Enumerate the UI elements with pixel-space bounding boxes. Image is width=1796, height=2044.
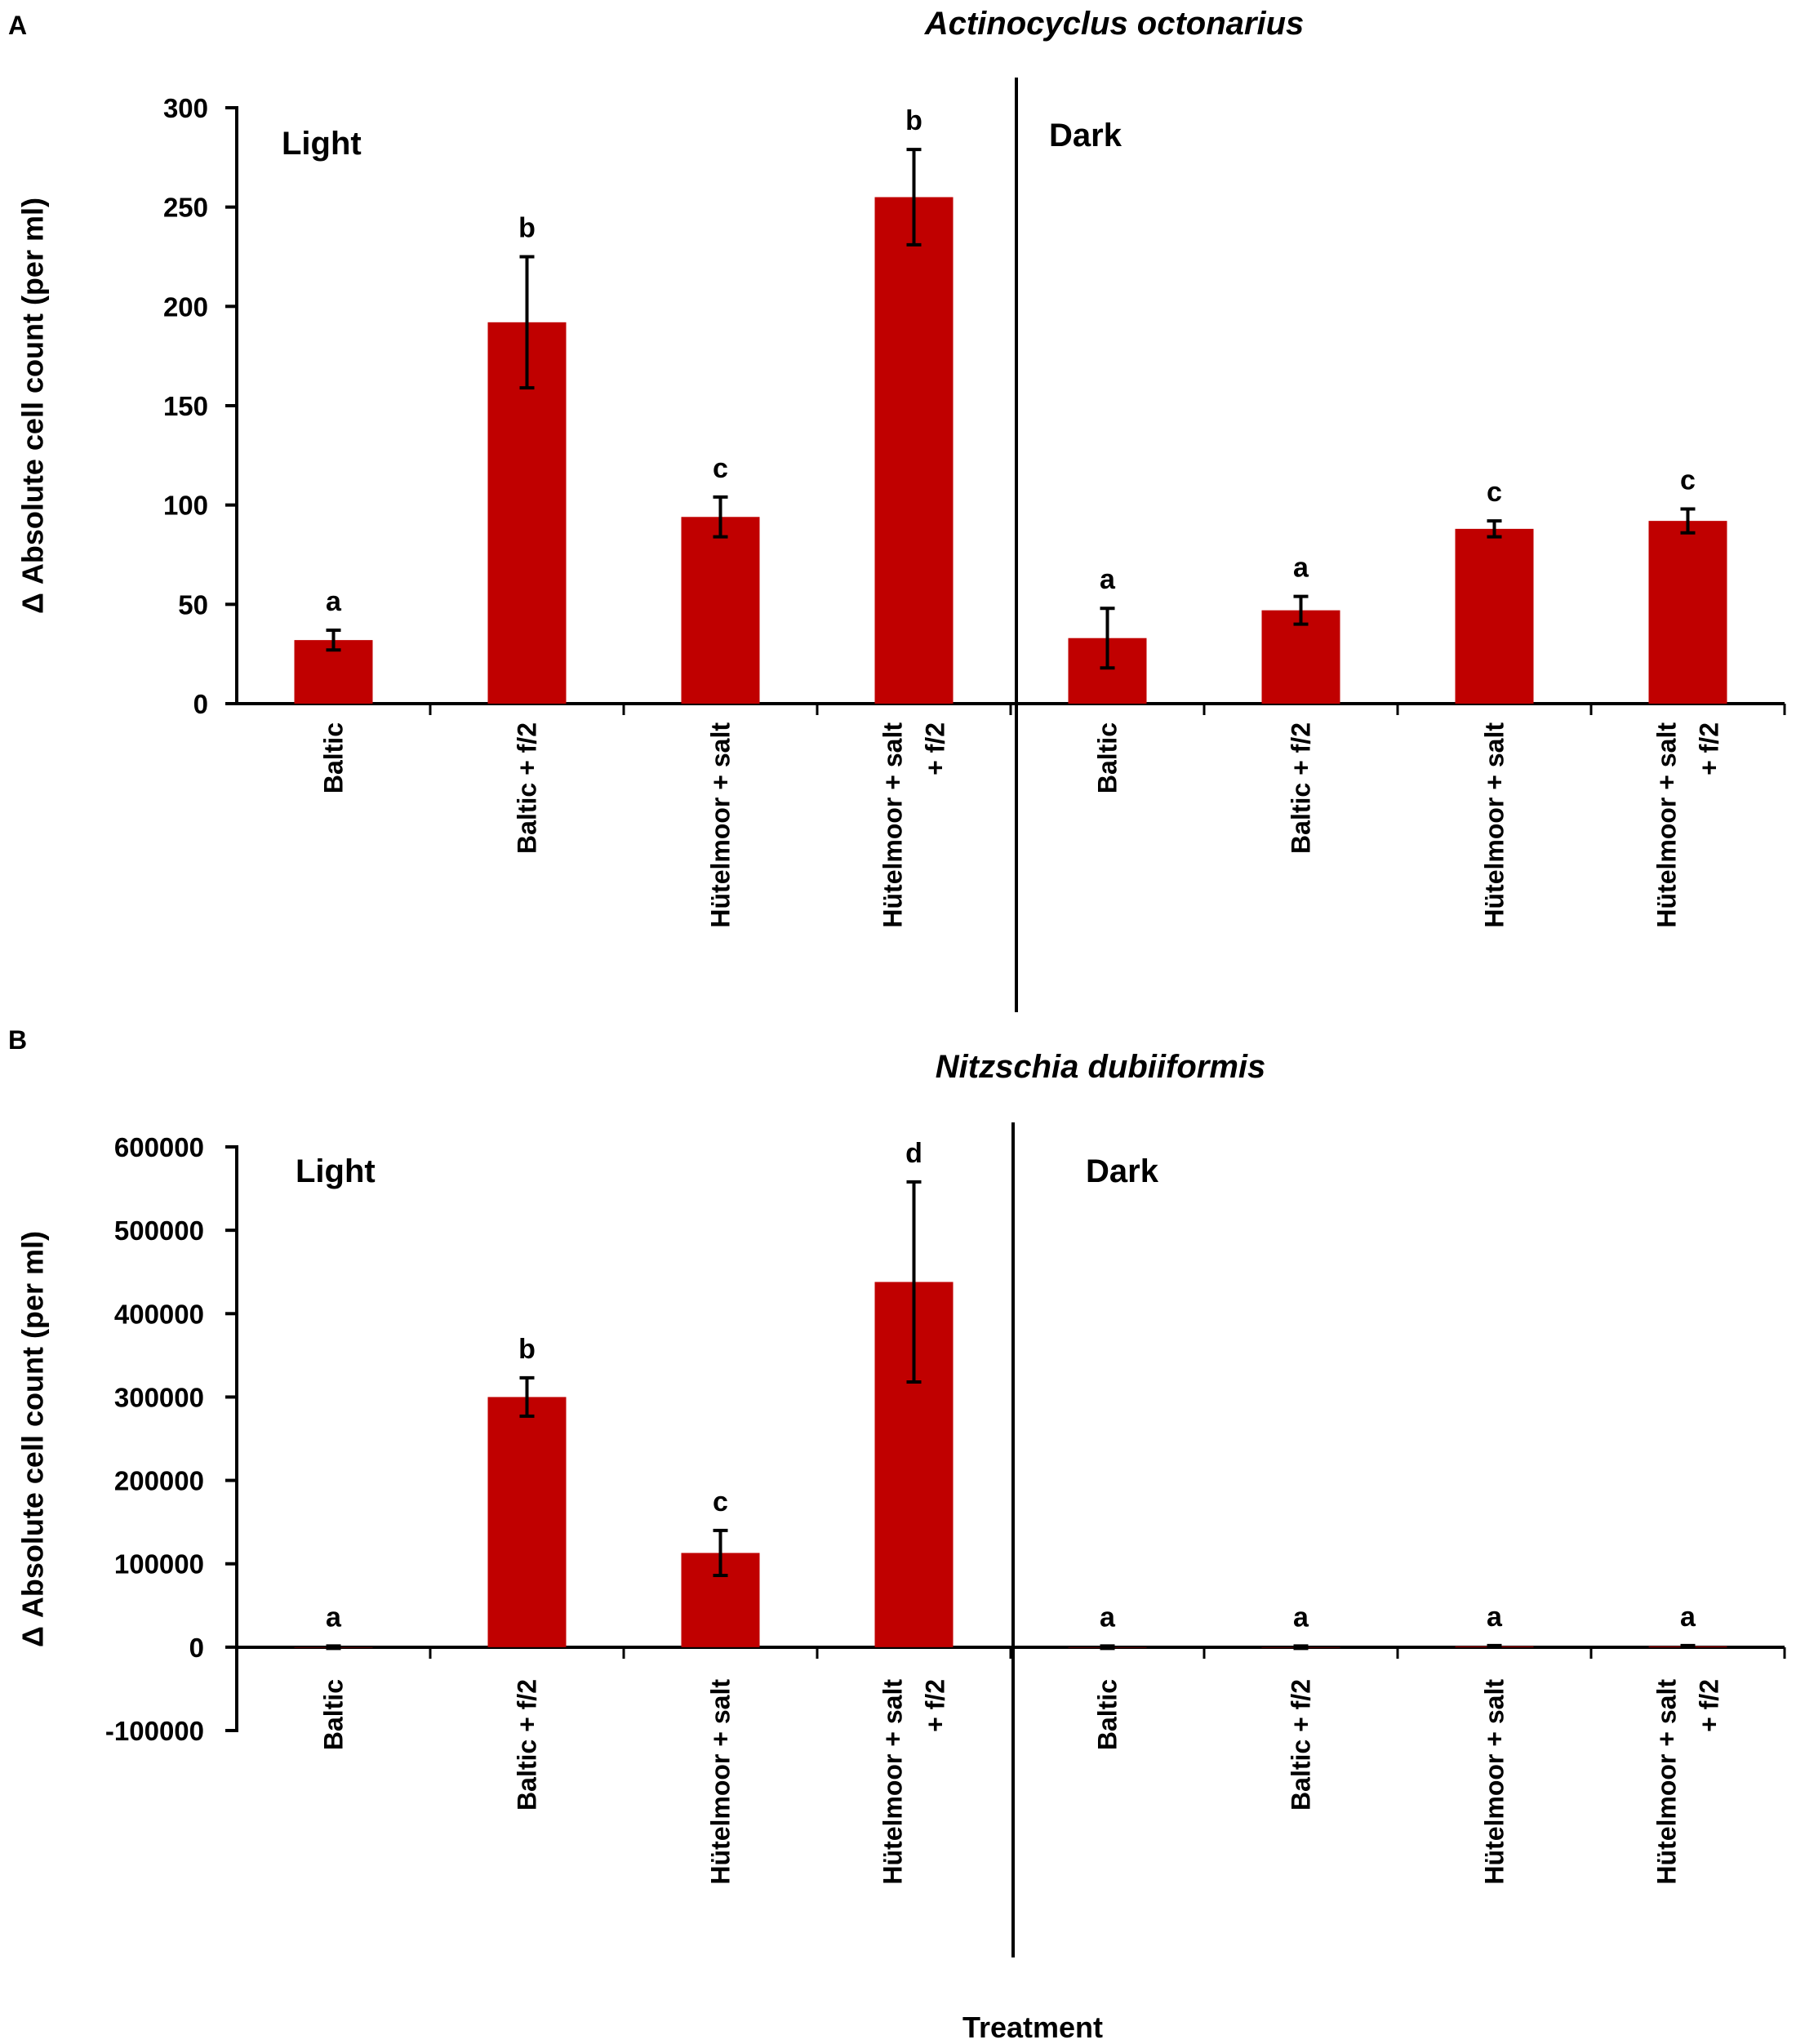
panel-b-y-tick-label: 600000 xyxy=(114,1132,204,1162)
panel-b-significance-letter: a xyxy=(1680,1602,1696,1633)
panel-a-category-label: Baltic + f/2 xyxy=(1287,722,1316,854)
panel-b-y-tick-label: 200000 xyxy=(114,1466,204,1496)
panel-b-y-tick-label: -100000 xyxy=(105,1716,204,1746)
panel-a-y-tick-label: 200 xyxy=(163,291,208,322)
panel-b-letter: B xyxy=(8,1025,27,1055)
panel-a-y-tick-label: 100 xyxy=(163,491,208,521)
panel-a-bar xyxy=(1455,528,1534,704)
panel-a-category-label: + f/2 xyxy=(921,722,950,775)
panel-a-y-tick-label: 150 xyxy=(163,391,208,421)
panel-b-significance-letter: c xyxy=(713,1486,728,1517)
panel-b-y-tick-label: 0 xyxy=(189,1633,204,1663)
panel-a-letter: A xyxy=(8,11,27,40)
panel-b-y-tick-label: 500000 xyxy=(114,1215,204,1246)
panel-a-y-tick-label: 0 xyxy=(193,689,208,719)
panel-b-region-label-light: Light xyxy=(296,1153,376,1189)
panel-a-significance-letter: c xyxy=(713,453,728,484)
panel-b-category-label: Baltic + f/2 xyxy=(513,1679,542,1811)
panel-b-significance-letter: d xyxy=(905,1138,922,1169)
panel-b-category-label: + f/2 xyxy=(1695,1679,1724,1732)
panel-a-significance-letter: b xyxy=(905,105,922,136)
panel-a-y-tick-label: 250 xyxy=(163,193,208,223)
panel-b-category-label: Baltic xyxy=(1093,1679,1122,1750)
panel-a-bar xyxy=(681,517,760,704)
panel-a-category-label: Baltic xyxy=(319,722,349,793)
panel-a-category-label: + f/2 xyxy=(1695,722,1724,775)
panel-b-category-label: Hütelmoor + salt xyxy=(1652,1679,1682,1885)
panel-b-y-tick-label: 400000 xyxy=(114,1299,204,1329)
panel-b-significance-letter: a xyxy=(1487,1602,1503,1633)
panel-b-category-label: Baltic xyxy=(319,1679,349,1750)
panel-b-region-label-dark: Dark xyxy=(1086,1153,1159,1189)
panel-a-category-label: Hütelmoor + salt xyxy=(878,722,908,928)
panel-a-category-label: Hütelmoor + salt xyxy=(706,722,736,928)
panel-b-significance-letter: a xyxy=(1100,1602,1116,1633)
panel-b-category-label: Baltic + f/2 xyxy=(1287,1679,1316,1811)
panel-a-significance-letter: a xyxy=(326,586,342,617)
panel-b-category-label: Hütelmoor + salt xyxy=(1480,1679,1509,1885)
panel-b-title: Nitzschia dubiiformis xyxy=(936,1049,1266,1085)
panel-a-region-label-light: Light xyxy=(282,126,362,162)
panel-a-title: Actinocyclus octonarius xyxy=(924,6,1305,42)
panel-b-category-label: Hütelmoor + salt xyxy=(706,1679,736,1885)
panel-a-significance-letter: a xyxy=(1293,553,1309,584)
panel-a-significance-letter: c xyxy=(1680,465,1696,496)
panel-a-y-tick-label: 50 xyxy=(178,589,208,620)
panel-a-category-label: Baltic xyxy=(1093,722,1122,793)
panel-a-category-label: Hütelmoor + salt xyxy=(1480,722,1509,928)
panel-b-y-tick-label: 300000 xyxy=(114,1382,204,1412)
panel-b-chart: B Nitzschia dubiiformis Δ Absolute cell co… xyxy=(8,1025,1786,1957)
panel-a-significance-letter: c xyxy=(1487,477,1502,508)
panel-a-y-axis-label: Δ Absolute cell count (per ml) xyxy=(16,198,50,614)
panel-a-category-label: Baltic + f/2 xyxy=(513,722,542,854)
panel-a-bar xyxy=(1648,521,1727,704)
panel-a-bar xyxy=(1261,610,1340,704)
panel-a-region-label-dark: Dark xyxy=(1049,118,1122,153)
panel-b-significance-letter: a xyxy=(326,1602,342,1633)
panel-b-significance-letter: a xyxy=(1293,1602,1309,1633)
panel-b-bar xyxy=(487,1397,567,1647)
panel-b-significance-letter: b xyxy=(518,1334,536,1365)
panel-b-category-label: + f/2 xyxy=(921,1679,950,1732)
panel-b-y-tick-label: 100000 xyxy=(114,1549,204,1580)
panel-b-y-axis-label: Δ Absolute cell count (per ml) xyxy=(16,1231,50,1647)
panel-a-bar xyxy=(874,197,954,704)
panel-a-significance-letter: a xyxy=(1100,564,1116,595)
panel-a-chart: A Actinocyclus octonarius Δ Absolute cell … xyxy=(8,6,1786,1012)
panel-a-y-tick-label: 300 xyxy=(163,93,208,123)
panel-a-significance-letter: b xyxy=(518,213,536,244)
panel-a-category-label: Hütelmoor + salt xyxy=(1652,722,1682,928)
x-axis-label: Treatment xyxy=(962,2011,1103,2044)
panel-b-category-label: Hütelmoor + salt xyxy=(878,1679,908,1885)
